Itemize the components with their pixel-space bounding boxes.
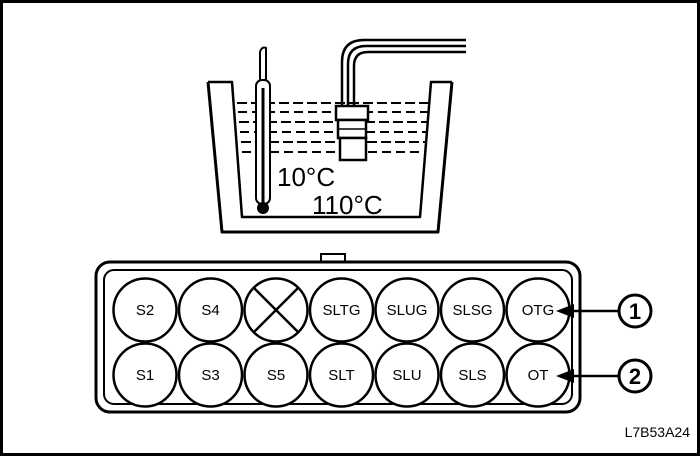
callout-1-number: 1 bbox=[629, 299, 641, 324]
pin-label: S1 bbox=[136, 367, 154, 384]
pin-label: S5 bbox=[267, 367, 285, 384]
temp-high-label: 110°C bbox=[312, 190, 383, 220]
callout-2: 2 bbox=[556, 358, 653, 394]
pin-label: SLUG bbox=[387, 302, 428, 319]
connector-pin: SLT bbox=[308, 342, 375, 408]
pin-label: SLT bbox=[328, 367, 354, 384]
pin-unused bbox=[243, 277, 309, 343]
figure-code: L7B53A24 bbox=[625, 424, 691, 440]
thermometer-icon bbox=[255, 46, 271, 214]
connector-pin: S4 bbox=[177, 277, 244, 343]
temperature-sensor bbox=[334, 104, 370, 162]
callout-2-number: 2 bbox=[629, 364, 641, 389]
pin-label: SLSG bbox=[452, 302, 492, 319]
connector-pin: S5 bbox=[243, 342, 309, 408]
pin-row-top: S2 S4 SLTG SLUG SLSG OTG bbox=[112, 277, 571, 343]
connector-pin: SLUG bbox=[374, 277, 440, 343]
pin-label: OT bbox=[528, 367, 549, 384]
pin-label: S2 bbox=[136, 302, 154, 319]
pin-label: SLU bbox=[392, 367, 421, 384]
temp-low-label: 10°C bbox=[277, 162, 335, 192]
connector-pin: S1 bbox=[112, 342, 178, 408]
sensor-cable bbox=[340, 38, 466, 108]
bath-inner-wall bbox=[208, 80, 452, 219]
connector-pin: SLU bbox=[374, 342, 440, 408]
connector-pin: S3 bbox=[177, 342, 244, 408]
callout-1: 1 bbox=[556, 293, 653, 329]
pin-label: S4 bbox=[201, 302, 219, 319]
pin-label: SLTG bbox=[322, 302, 360, 319]
pin-label: SLS bbox=[458, 367, 486, 384]
pin-label: S3 bbox=[201, 367, 219, 384]
x-mark-icon bbox=[252, 286, 300, 334]
arrow-left-icon bbox=[556, 369, 574, 383]
pin-label: OTG bbox=[522, 302, 555, 319]
connector-pin: SLTG bbox=[308, 277, 375, 343]
heated-bath: 10°C 110°C bbox=[206, 38, 466, 234]
connector: S2 S4 SLTG SLUG SLSG OTG S1 S3 S5 SLT SLU SLS OT bbox=[94, 253, 582, 414]
connector-pin: SLS bbox=[439, 342, 506, 408]
connector-pin: S2 bbox=[112, 277, 178, 343]
pin-row-bottom: S1 S3 S5 SLT SLU SLS OT bbox=[112, 342, 571, 408]
arrow-left-icon bbox=[556, 304, 574, 318]
connector-pin: SLSG bbox=[439, 277, 506, 343]
bath-outer-wall bbox=[206, 81, 454, 234]
